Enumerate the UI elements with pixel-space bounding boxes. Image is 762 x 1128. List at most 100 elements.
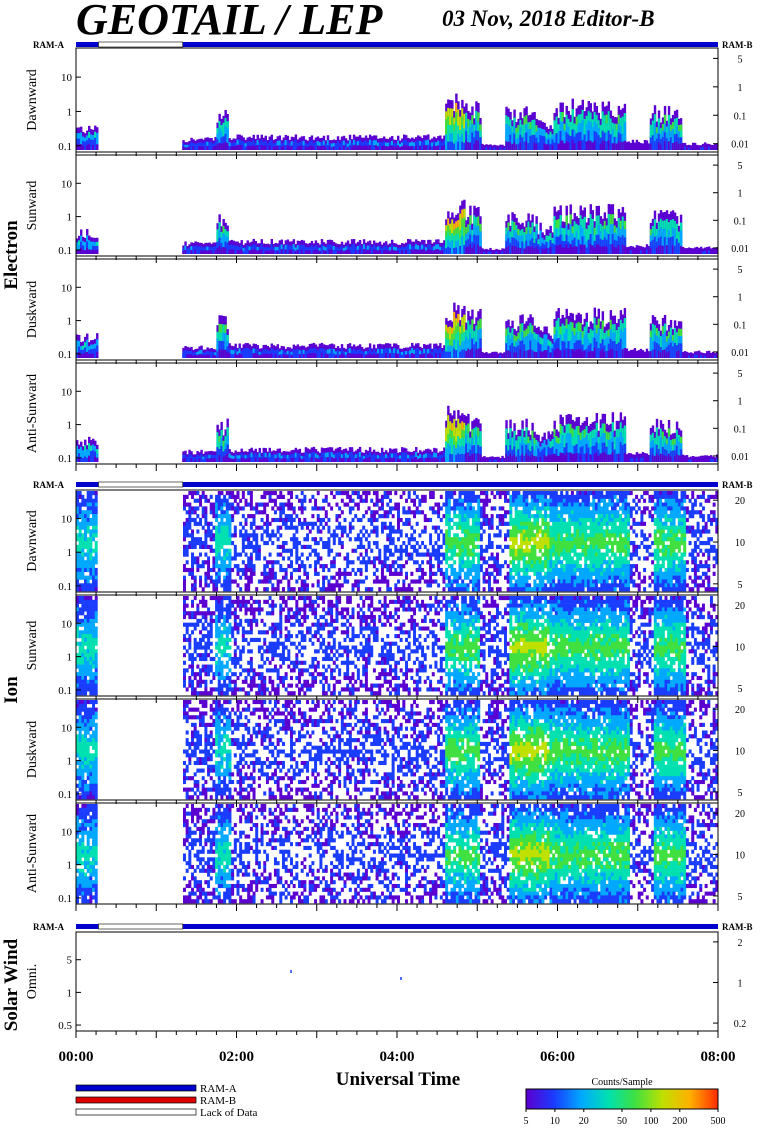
spectrum-cell xyxy=(241,544,245,549)
spectrum-cell xyxy=(94,556,98,561)
spectrum-cell xyxy=(390,145,394,150)
spectrum-cell xyxy=(247,544,251,549)
spectrum-cell xyxy=(94,143,97,150)
spectrum-cell xyxy=(257,502,261,507)
spectrum-cell xyxy=(236,502,240,507)
spectrum-cell xyxy=(196,567,200,573)
left-tick-label: 10 xyxy=(61,72,73,84)
spectrum-cell xyxy=(223,579,227,584)
spectrum-cell xyxy=(212,537,216,542)
spectrum-cell xyxy=(84,502,87,507)
spectrum-cell xyxy=(233,579,237,584)
spectrum-cell xyxy=(241,491,245,496)
spectrum-cell xyxy=(81,498,85,503)
panel-3 xyxy=(75,258,719,367)
spectrum-cell xyxy=(433,145,436,150)
spectrum-cell xyxy=(201,491,205,496)
spectrum-cell xyxy=(193,541,197,546)
spectrum-cell xyxy=(286,145,290,150)
spectrum-cell xyxy=(244,146,247,150)
spectrum-cell xyxy=(188,567,192,573)
spectrum-cell xyxy=(232,146,235,150)
spectrum-cell xyxy=(279,494,283,499)
spectrum-cell xyxy=(89,571,93,576)
spectrum-cell xyxy=(241,506,245,511)
spectrum-cell xyxy=(225,521,229,526)
spectrum-cell xyxy=(201,560,205,565)
spectrum-cell xyxy=(228,541,232,546)
spectrum-cell xyxy=(281,541,285,546)
spectrum-cell xyxy=(265,514,269,519)
spectrum-cell xyxy=(288,146,292,150)
spectrum-cell xyxy=(204,544,208,549)
spectrum-cell xyxy=(89,567,93,573)
spectrum-cell xyxy=(193,521,197,526)
left-tick-label: 1 xyxy=(67,106,73,118)
spectrum-cell xyxy=(263,491,267,496)
spectrum-cell xyxy=(276,583,280,588)
spectrum-cell xyxy=(199,537,203,542)
panel-ylabel: Anti-Sunward xyxy=(25,374,40,453)
spectrum-cell xyxy=(84,510,87,515)
spectrum-cell xyxy=(236,571,240,576)
spectrum-cell xyxy=(193,510,197,515)
spectrum-cell xyxy=(207,583,211,588)
spectrum-cell xyxy=(252,564,256,569)
spectrum-cell xyxy=(225,498,229,503)
spectrum-cell xyxy=(223,575,227,580)
spectrum-cell xyxy=(210,146,213,150)
spectrum-cell xyxy=(209,506,213,511)
spectrum-cell xyxy=(279,502,283,507)
spectrum-cell xyxy=(78,529,82,534)
spectrum-cell xyxy=(84,575,87,580)
spectrum-cell xyxy=(92,575,96,580)
spectrum-cell xyxy=(196,564,200,569)
spectrum-cell xyxy=(90,144,93,150)
spectrum-cell xyxy=(94,533,98,538)
spectrum-cell xyxy=(89,544,93,549)
spectrum-cell xyxy=(191,560,194,565)
spectrum-cell xyxy=(271,506,275,511)
panel-ylabel: Dawnward xyxy=(25,69,40,130)
spectrum-cell xyxy=(239,521,243,526)
spectrum-cell xyxy=(304,146,308,150)
spectrum-cell xyxy=(228,579,232,584)
spectrum-cell xyxy=(239,587,243,592)
right-tick-label: 5 xyxy=(738,161,743,172)
spectrum-cell xyxy=(249,521,253,526)
spectrum-cell xyxy=(252,514,256,519)
spectrum-cell xyxy=(191,494,194,499)
spectrum-cell xyxy=(217,525,221,530)
spectrum-cell xyxy=(236,494,240,499)
spectrum-cell xyxy=(220,567,224,573)
spectrum-cell xyxy=(212,564,216,569)
spectrum-cell xyxy=(244,529,248,534)
spectrum-cell xyxy=(449,141,452,150)
spectrum-cell xyxy=(236,552,240,557)
spectrum-cell xyxy=(268,579,272,584)
spectrum-cell xyxy=(223,525,227,530)
spectrum-cell xyxy=(260,510,264,515)
spectrum-cell xyxy=(284,575,288,580)
spectrum-cell xyxy=(284,548,288,553)
spectrum-cell xyxy=(279,579,283,584)
spectrum-cell xyxy=(94,491,98,496)
spectrum-cell xyxy=(249,552,253,557)
spectrum-cell xyxy=(233,494,237,499)
spectrum-cell xyxy=(183,529,186,534)
spectrum-cell xyxy=(217,556,221,561)
spectrum-cell xyxy=(84,541,87,546)
spectrum-cell xyxy=(217,514,221,519)
spectrum-cell xyxy=(244,564,248,569)
spectrum-cell xyxy=(183,544,186,549)
spectrum-cell xyxy=(78,571,82,576)
spectrum-cell xyxy=(81,510,85,515)
spectrum-cell xyxy=(185,517,189,523)
spectrum-cell xyxy=(214,145,217,150)
spectrum-cell xyxy=(380,146,384,150)
spectrum-cell xyxy=(212,146,215,150)
spectrum-cell xyxy=(196,541,200,546)
spectrum-cell xyxy=(241,537,245,542)
spectrum-cell xyxy=(92,525,96,530)
spectrum-cell xyxy=(247,491,251,496)
